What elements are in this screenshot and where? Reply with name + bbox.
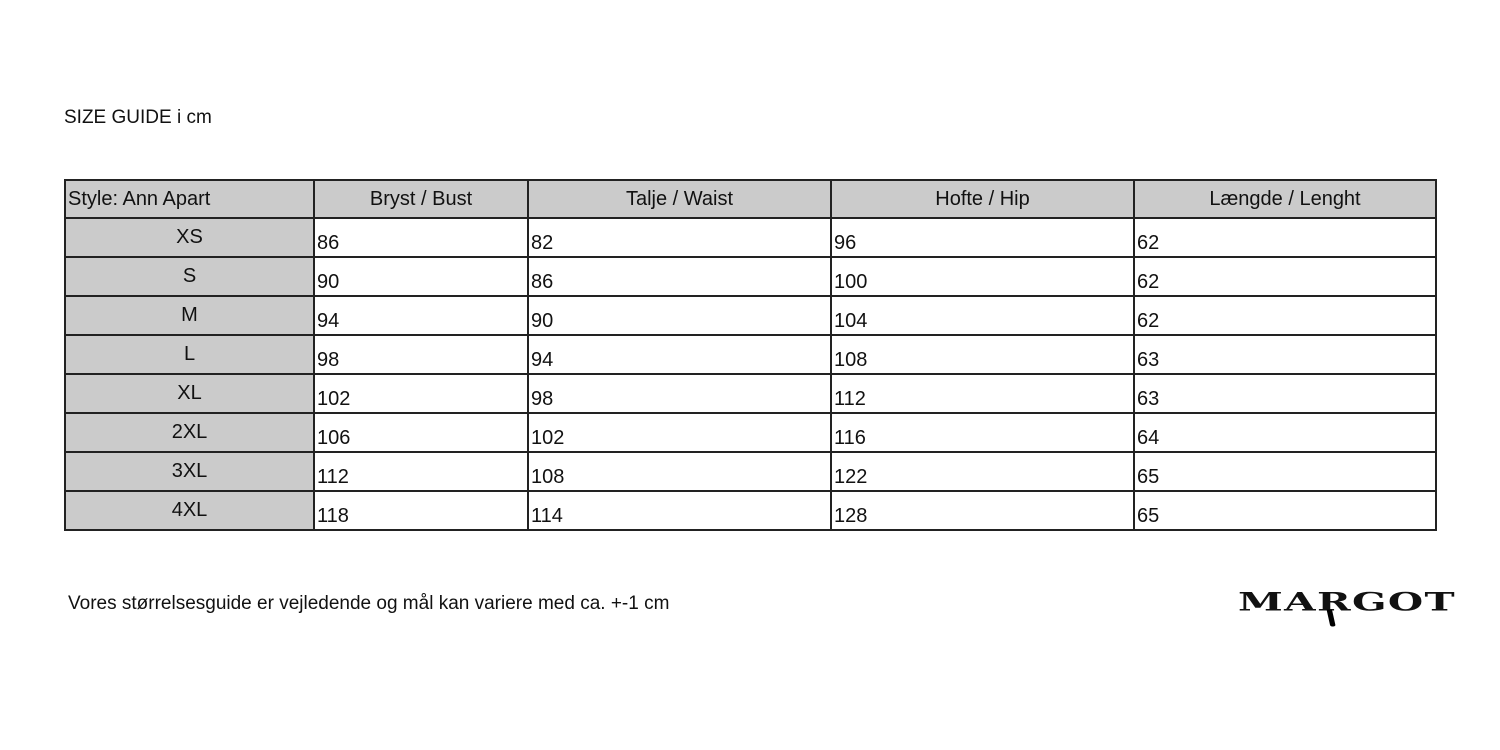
cell-bust: 118 <box>313 490 529 531</box>
cell-waist: 94 <box>527 334 832 375</box>
table-row: M 94 90 104 62 <box>64 295 1437 336</box>
size-label: 4XL <box>64 490 315 531</box>
cell-waist: 108 <box>527 451 832 492</box>
cell-waist: 82 <box>527 217 832 258</box>
table-row: 3XL 112 108 122 65 <box>64 451 1437 492</box>
cell-length: 65 <box>1133 490 1437 531</box>
header-hip: Hofte / Hip <box>830 179 1135 219</box>
cell-length: 62 <box>1133 256 1437 297</box>
page-title: SIZE GUIDE i cm <box>64 107 212 128</box>
cell-hip: 108 <box>830 334 1135 375</box>
cell-waist: 102 <box>527 412 832 453</box>
size-label: M <box>64 295 315 336</box>
disclaimer-note: Vores størrelsesguide er vejledende og m… <box>68 593 670 614</box>
cell-bust: 90 <box>313 256 529 297</box>
table-row: XS 86 82 96 62 <box>64 217 1437 258</box>
cell-hip: 96 <box>830 217 1135 258</box>
cell-length: 62 <box>1133 217 1437 258</box>
size-label: S <box>64 256 315 297</box>
cell-length: 64 <box>1133 412 1437 453</box>
cell-waist: 86 <box>527 256 832 297</box>
cell-hip: 100 <box>830 256 1135 297</box>
size-label: 3XL <box>64 451 315 492</box>
cell-length: 63 <box>1133 373 1437 414</box>
header-style: Style: Ann Apart <box>64 179 315 219</box>
size-label: XS <box>64 217 315 258</box>
header-bust: Bryst / Bust <box>313 179 529 219</box>
cell-bust: 86 <box>313 217 529 258</box>
table-header-row: Style: Ann Apart Bryst / Bust Talje / Wais… <box>64 179 1437 219</box>
cell-bust: 112 <box>313 451 529 492</box>
size-label: XL <box>64 373 315 414</box>
header-waist: Talje / Waist <box>527 179 832 219</box>
cell-hip: 116 <box>830 412 1135 453</box>
cell-length: 65 <box>1133 451 1437 492</box>
cell-hip: 122 <box>830 451 1135 492</box>
table-row: XL 102 98 112 63 <box>64 373 1437 414</box>
cell-hip: 128 <box>830 490 1135 531</box>
size-table: Style: Ann Apart Bryst / Bust Talje / Wais… <box>64 179 1437 531</box>
cell-hip: 112 <box>830 373 1135 414</box>
cell-waist: 114 <box>527 490 832 531</box>
cell-waist: 98 <box>527 373 832 414</box>
cell-length: 63 <box>1133 334 1437 375</box>
cell-bust: 102 <box>313 373 529 414</box>
size-label: L <box>64 334 315 375</box>
cell-length: 62 <box>1133 295 1437 336</box>
table-row: 4XL 118 114 128 65 <box>64 490 1437 531</box>
size-label: 2XL <box>64 412 315 453</box>
cell-bust: 94 <box>313 295 529 336</box>
margot-logo: MAR GOT <box>1238 590 1456 627</box>
cell-bust: 98 <box>313 334 529 375</box>
cell-hip: 104 <box>830 295 1135 336</box>
table-row: 2XL 106 102 116 64 <box>64 412 1437 453</box>
header-length: Længde / Lenght <box>1133 179 1437 219</box>
cell-waist: 90 <box>527 295 832 336</box>
cell-bust: 106 <box>313 412 529 453</box>
table-row: L 98 94 108 63 <box>64 334 1437 375</box>
table-row: S 90 86 100 62 <box>64 256 1437 297</box>
